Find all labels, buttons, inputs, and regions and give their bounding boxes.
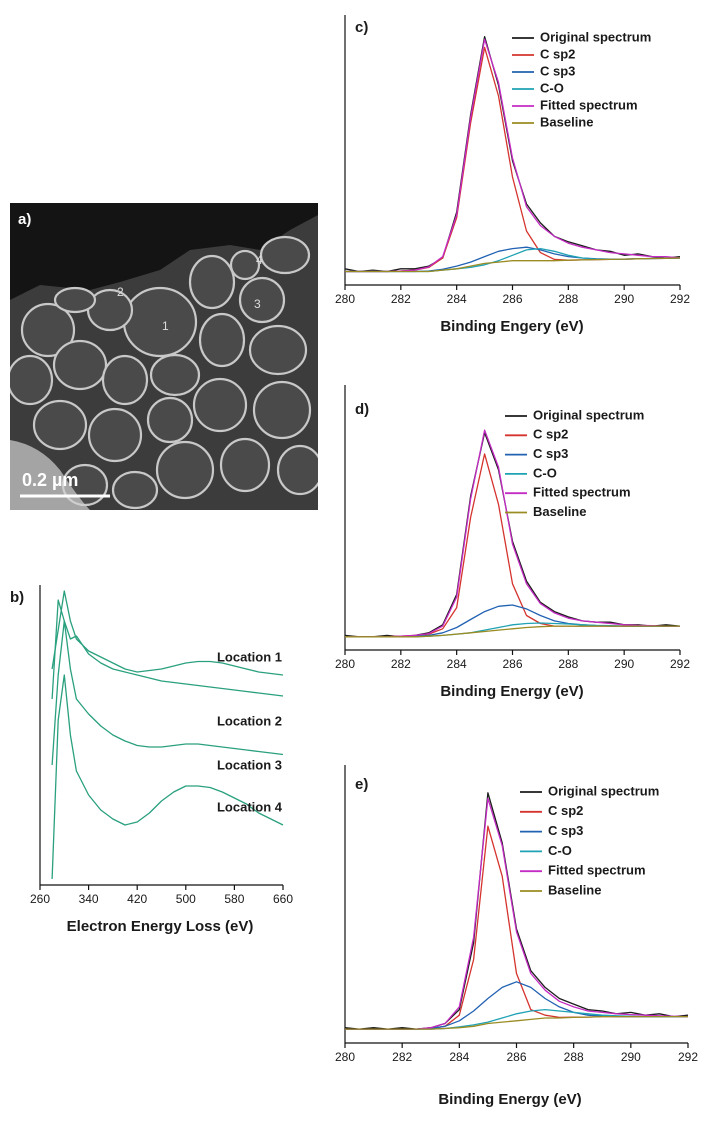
- x-tick-label: 292: [670, 292, 690, 306]
- legend-label: Fitted spectrum: [548, 863, 646, 878]
- x-tick-label: 340: [79, 892, 99, 906]
- x-axis-label: Binding Energy (eV): [438, 1091, 581, 1108]
- spectrum-line: [345, 605, 680, 637]
- spectrum-line: [52, 675, 283, 879]
- panel-label: d): [355, 401, 369, 418]
- x-tick-label: 284: [447, 292, 467, 306]
- legend-label: Baseline: [548, 882, 601, 897]
- spectrum-line: [52, 621, 283, 765]
- x-tick-label: 282: [391, 657, 411, 671]
- x-tick-label: 284: [449, 1050, 469, 1064]
- x-tick-label: 288: [558, 292, 578, 306]
- x-axis-label: Binding Energy (eV): [440, 683, 583, 700]
- page: a) 1 2 3 4 0.2 µm 260 340 420 500 580 660 Elec…: [0, 0, 704, 1117]
- x-tick-label: 288: [564, 1050, 584, 1064]
- location-marker: 3: [254, 297, 261, 311]
- legend-label: Original spectrum: [540, 29, 651, 44]
- x-tick-label: 290: [614, 657, 634, 671]
- location-marker: 1: [162, 319, 169, 333]
- panel-label: c): [355, 19, 368, 36]
- series-label: Location 4: [217, 799, 283, 814]
- legend-label: C-O: [548, 843, 572, 858]
- legend-label: C sp3: [540, 63, 575, 78]
- x-tick-label: 290: [621, 1050, 641, 1064]
- legend-label: C sp2: [548, 803, 583, 818]
- spectrum-line: [345, 1017, 688, 1030]
- spectrum-line: [345, 430, 680, 637]
- spectrum-line: [345, 982, 688, 1029]
- x-tick-label: 420: [127, 892, 147, 906]
- series-label: Location 3: [217, 757, 282, 772]
- spectrum-line: [345, 798, 688, 1029]
- location-marker: 4: [256, 253, 263, 267]
- location-marker: 2: [117, 285, 124, 299]
- legend-label: Original spectrum: [548, 783, 659, 798]
- legend-label: Fitted spectrum: [533, 485, 631, 500]
- legend-label: C-O: [533, 465, 557, 480]
- x-tick-label: 500: [176, 892, 196, 906]
- legend-label: C sp2: [533, 427, 568, 442]
- x-axis-label: Binding Engery (eV): [440, 318, 583, 335]
- x-tick-label: 280: [335, 292, 355, 306]
- panel-label: b): [10, 589, 24, 606]
- spectrum-line: [345, 626, 680, 637]
- spectrum-line: [345, 433, 680, 637]
- spectrum-line: [345, 39, 680, 271]
- legend-label: Baseline: [533, 504, 586, 519]
- legend-label: C sp2: [540, 46, 575, 61]
- x-tick-label: 286: [502, 657, 522, 671]
- legend-label: C sp3: [533, 446, 568, 461]
- panel-label: a): [18, 211, 31, 228]
- micrograph: [8, 203, 322, 510]
- series-label: Location 2: [217, 713, 282, 728]
- spectrum-line: [345, 1010, 688, 1030]
- spectrum-line: [345, 249, 680, 272]
- panel-label: e): [355, 776, 368, 793]
- x-tick-label: 292: [678, 1050, 698, 1064]
- x-tick-label: 288: [558, 657, 578, 671]
- legend-label: Fitted spectrum: [540, 97, 638, 112]
- x-tick-label: 280: [335, 1050, 355, 1064]
- legend-label: C-O: [540, 80, 564, 95]
- series-label: Location 1: [217, 649, 282, 664]
- x-tick-label: 580: [224, 892, 244, 906]
- legend-label: Original spectrum: [533, 407, 644, 422]
- x-tick-label: 290: [614, 292, 634, 306]
- x-tick-label: 282: [391, 292, 411, 306]
- x-tick-label: 284: [447, 657, 467, 671]
- figure: a) 1 2 3 4 0.2 µm 260 340 420 500 580 660 Elec…: [0, 0, 704, 1117]
- spectrum-line: [345, 793, 688, 1029]
- legend-label: C sp3: [548, 823, 583, 838]
- x-tick-label: 292: [670, 657, 690, 671]
- x-tick-label: 660: [273, 892, 293, 906]
- x-tick-label: 286: [502, 292, 522, 306]
- x-axis-label: Electron Energy Loss (eV): [67, 918, 254, 935]
- x-tick-label: 286: [506, 1050, 526, 1064]
- x-tick-label: 280: [335, 657, 355, 671]
- scale-bar-label: 0.2 µm: [22, 470, 78, 490]
- x-tick-label: 282: [392, 1050, 412, 1064]
- legend-label: Baseline: [540, 114, 593, 129]
- x-tick-label: 260: [30, 892, 50, 906]
